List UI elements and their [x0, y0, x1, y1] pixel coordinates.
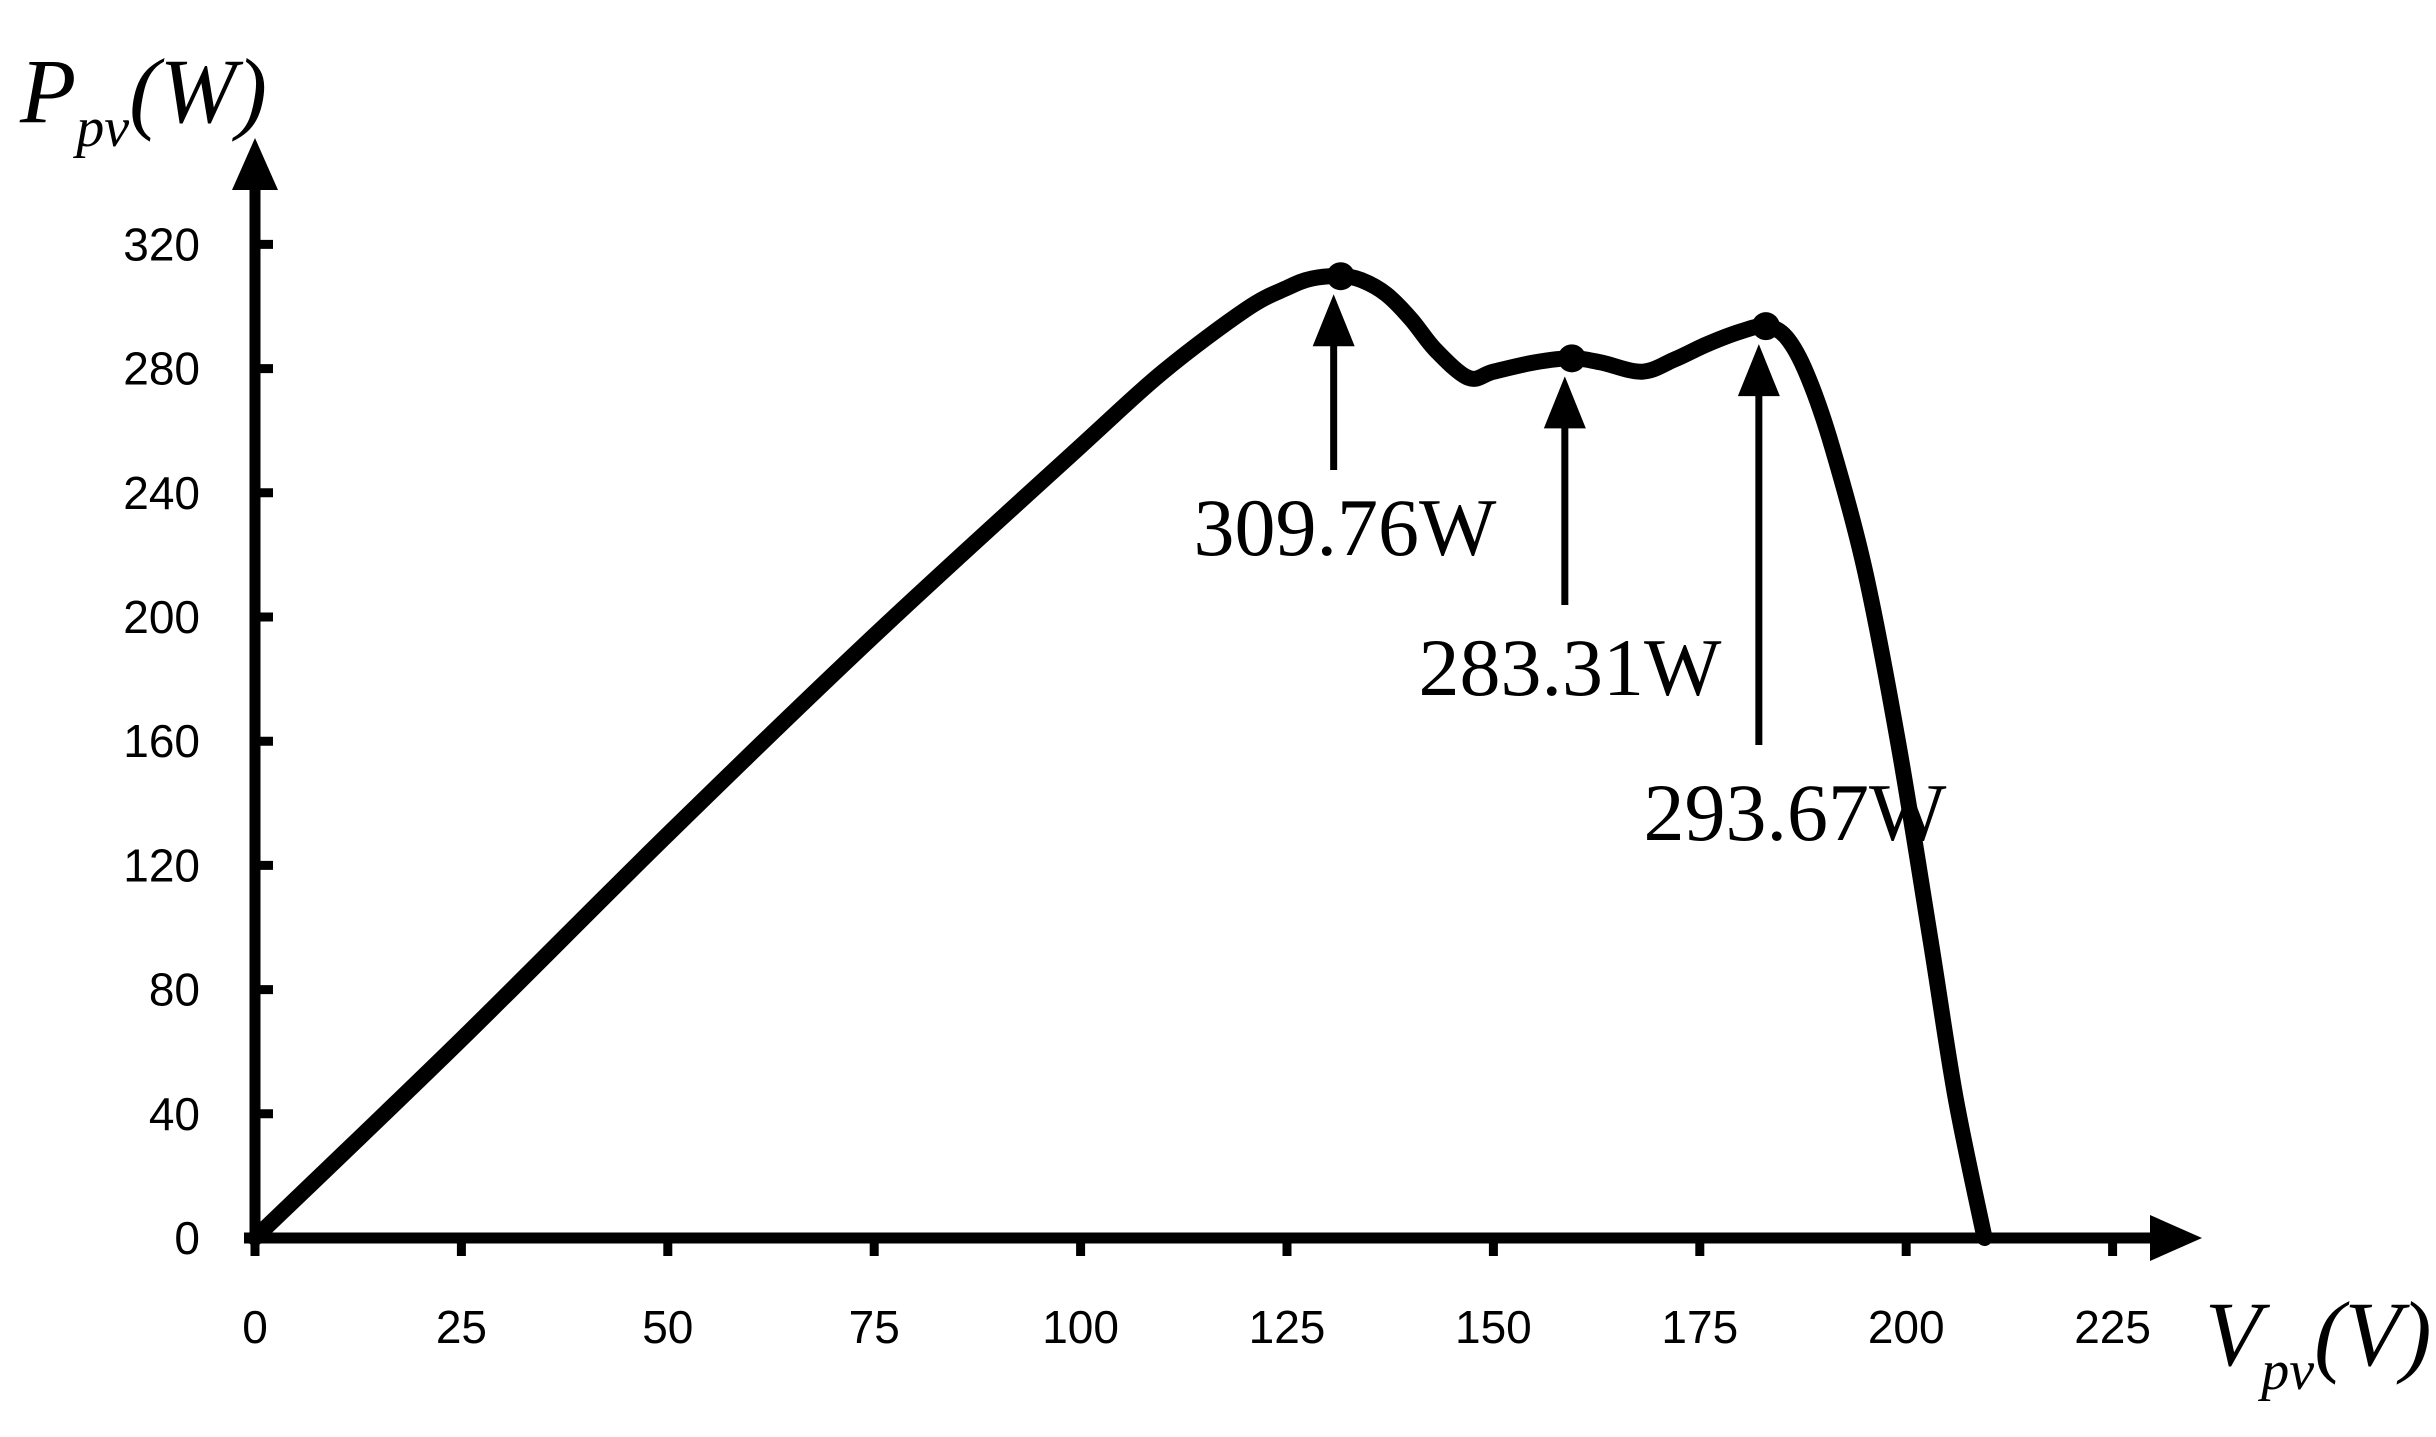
peak-value-label: 293.67W [1644, 767, 1948, 858]
peak-point-marker [1326, 262, 1355, 291]
y-ticks: 0 40 80 120 160 200 240 280 320 [123, 218, 273, 1264]
x-tick-label: 125 [1249, 1301, 1326, 1353]
y-tick-label: 200 [123, 591, 200, 643]
y-tick-label: 240 [123, 467, 200, 519]
x-tick-label: 175 [1661, 1301, 1738, 1353]
peak-point-marker [1751, 312, 1780, 341]
y-tick-label: 40 [149, 1088, 200, 1140]
peak-value-label: 283.31W [1419, 622, 1723, 713]
y-axis-arrow-icon [232, 138, 278, 190]
x-tick-label: 75 [849, 1301, 900, 1353]
axes [232, 138, 2202, 1261]
y-tick-label: 0 [174, 1212, 200, 1264]
y-tick-label: 160 [123, 715, 200, 767]
x-tick-label: 200 [1868, 1301, 1945, 1353]
y-tick-label: 120 [123, 839, 200, 891]
x-axis-title-unit: (V) [2314, 1283, 2431, 1385]
x-tick-label: 0 [242, 1301, 268, 1353]
arrow-up-icon [1312, 294, 1355, 347]
x-ticks: 0 25 50 75 100 125 150 175 200 225 [242, 1238, 2151, 1353]
y-tick-label: 80 [149, 964, 200, 1016]
x-axis-title-sub: pv [2257, 1340, 2314, 1402]
peak-point-marker [1557, 344, 1586, 373]
x-tick-label: 100 [1042, 1301, 1119, 1353]
y-axis-title-unit: (W) [129, 40, 267, 142]
peak-annotations: 309.76W 283.31W 293.67W [1194, 262, 1948, 858]
y-axis-title-main: P [19, 40, 76, 142]
x-tick-label: 150 [1455, 1301, 1532, 1353]
x-axis-title-main: V [2205, 1283, 2271, 1385]
peak-value-label: 309.76W [1194, 482, 1498, 573]
y-axis-title: Ppv(W) [19, 40, 267, 159]
x-tick-label: 225 [2074, 1301, 2151, 1353]
x-tick-label: 50 [642, 1301, 693, 1353]
series-line-power-curve [247, 268, 1993, 1246]
x-tick-label: 25 [436, 1301, 487, 1353]
x-axis-title: Vpv(V) [2205, 1283, 2432, 1402]
x-axis-arrow-icon [2150, 1215, 2202, 1261]
y-tick-label: 280 [123, 343, 200, 395]
arrow-up-icon [1737, 344, 1780, 397]
y-axis-title-sub: pv [72, 97, 129, 159]
arrow-up-icon [1543, 376, 1586, 429]
y-tick-label: 320 [123, 218, 200, 270]
